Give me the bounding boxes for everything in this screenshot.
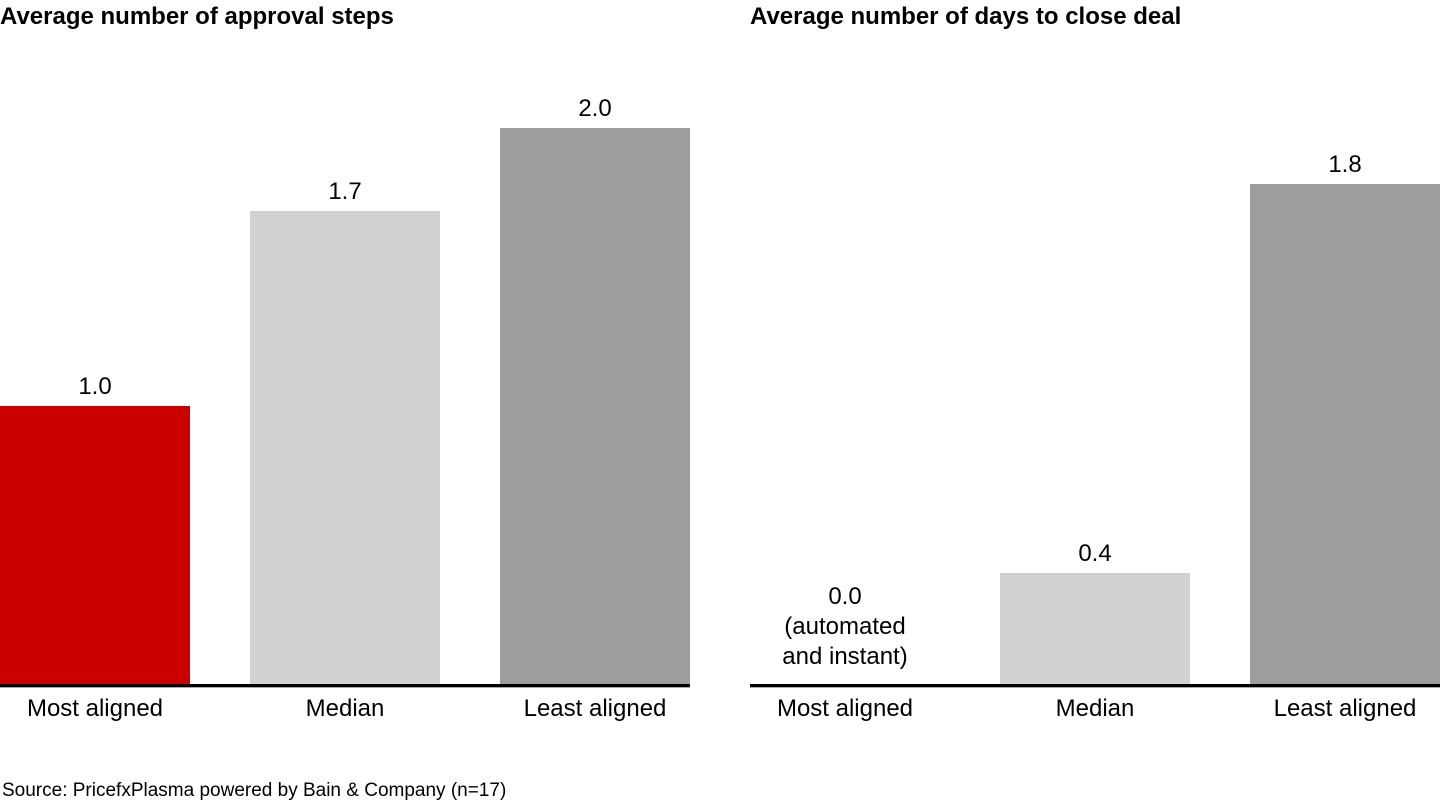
value-label-most-aligned-right: 0.0 (automated and instant) xyxy=(782,583,908,670)
category-label-least-aligned-left: Least aligned xyxy=(523,695,667,722)
bar-median-left xyxy=(250,211,440,684)
category-label-median-right: Median xyxy=(1055,695,1135,722)
source-note: Source: PricefxPlasma powered by Bain & … xyxy=(2,780,507,801)
category-label-median-left: Median xyxy=(305,695,385,722)
value-label-least-aligned-right: 1.8 xyxy=(1328,151,1362,178)
x-axis-line-left xyxy=(0,684,690,688)
value-label-median-left: 1.7 xyxy=(328,178,362,205)
chart-approval-steps: Average number of approval steps 1.0 1.7 2… xyxy=(0,0,690,760)
chart-title-approval-steps: Average number of approval steps xyxy=(0,3,394,30)
plot-area-days-to-close: 0.0 (automated and instant) 0.4 1.8 xyxy=(750,128,1440,688)
value-label-median-right: 0.4 xyxy=(1078,540,1112,567)
plot-area-approval-steps: 1.0 1.7 2.0 xyxy=(0,95,690,688)
category-label-most-aligned-right: Most aligned xyxy=(776,695,914,722)
bar-least-aligned-left xyxy=(500,128,690,684)
bar-least-aligned-right xyxy=(1250,184,1440,684)
x-axis-line-right xyxy=(750,684,1440,688)
value-label-least-aligned-left: 2.0 xyxy=(578,95,612,122)
category-label-least-aligned-right: Least aligned xyxy=(1273,695,1417,722)
chart-title-days-to-close: Average number of days to close deal xyxy=(750,3,1182,30)
value-label-most-aligned-left: 1.0 xyxy=(78,373,112,400)
bar-most-aligned-left xyxy=(0,406,190,684)
bar-median-right xyxy=(1000,573,1190,684)
category-label-most-aligned-left: Most aligned xyxy=(26,695,164,722)
chart-days-to-close: Average number of days to close deal 0.0… xyxy=(750,0,1440,760)
